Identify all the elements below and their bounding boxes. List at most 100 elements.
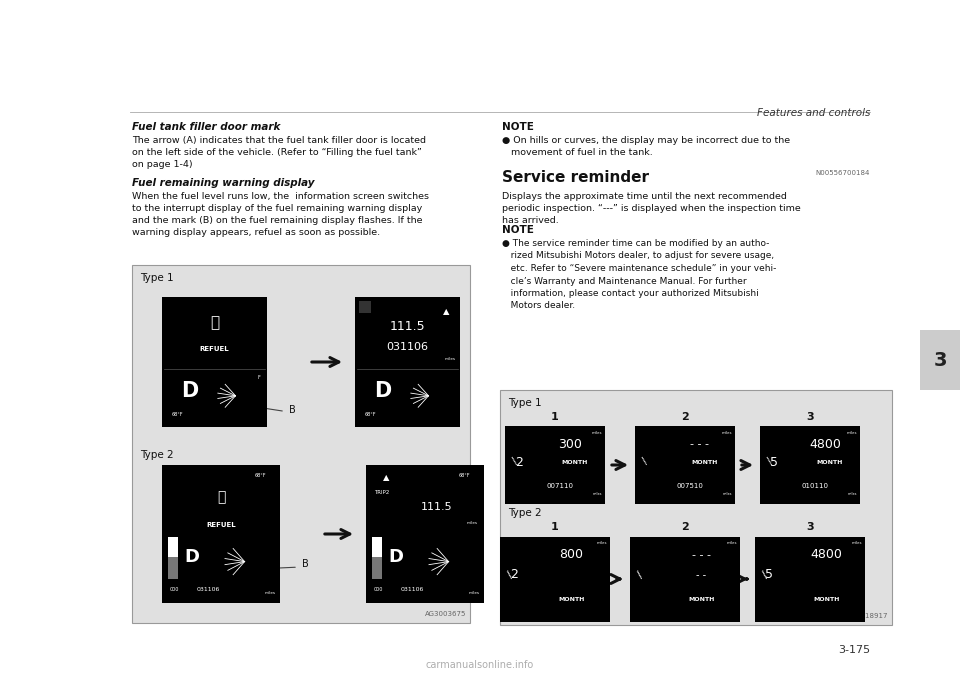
Bar	[635, 426, 735, 504]
Text: D: D	[374, 380, 392, 401]
Text: 300: 300	[558, 437, 582, 450]
Text: 3: 3	[933, 351, 947, 370]
Text: MONTH: MONTH	[562, 460, 588, 464]
Text: NOTE: NOTE	[502, 225, 534, 235]
Text: 2: 2	[682, 521, 689, 532]
Text: MONTH: MONTH	[813, 597, 840, 602]
Bar	[500, 536, 610, 622]
Text: 1: 1	[551, 521, 559, 532]
Text: TRIP2: TRIP2	[374, 490, 390, 496]
Text: ▲: ▲	[443, 307, 449, 316]
Bar	[359, 301, 371, 313]
Text: Service reminder: Service reminder	[502, 170, 649, 185]
Text: miles: miles	[852, 542, 862, 546]
Bar	[168, 537, 178, 579]
Text: miles: miles	[444, 357, 455, 361]
Text: 4800: 4800	[809, 437, 841, 450]
Text: MONTH: MONTH	[817, 460, 843, 464]
Text: 2: 2	[516, 456, 523, 468]
Bar	[355, 297, 460, 427]
Text: 3: 3	[806, 521, 814, 532]
Bar	[372, 537, 382, 579]
Text: Features and controls: Features and controls	[756, 108, 870, 118]
Text: Fuel tank filler door mark: Fuel tank filler door mark	[132, 122, 280, 132]
Text: 3: 3	[806, 412, 814, 422]
Text: miles: miles	[592, 492, 602, 496]
Text: miles: miles	[847, 431, 857, 435]
Text: Type 1: Type 1	[508, 398, 541, 408]
Text: 010110: 010110	[802, 483, 828, 489]
Text: 007110: 007110	[546, 483, 573, 489]
Text: D: D	[389, 549, 403, 566]
Text: 2: 2	[682, 412, 689, 422]
Text: miles: miles	[591, 431, 602, 435]
Text: AG0018917: AG0018917	[847, 613, 888, 619]
Text: Type 1: Type 1	[140, 273, 174, 283]
Text: ● The service reminder time can be modified by an autho-
   rized Mitsubishi Mot: ● The service reminder time can be modif…	[502, 239, 777, 311]
Text: miles: miles	[722, 431, 732, 435]
Text: /: /	[765, 456, 775, 466]
Text: 000: 000	[170, 586, 180, 592]
Text: B: B	[302, 559, 309, 570]
Text: miles: miles	[727, 542, 737, 546]
Text: MONTH: MONTH	[688, 597, 714, 602]
Text: miles: miles	[468, 591, 479, 595]
Text: 111.5: 111.5	[390, 321, 425, 334]
Text: ⛽: ⛽	[210, 315, 219, 330]
Bar	[630, 536, 740, 622]
Text: Type 2: Type 2	[140, 450, 174, 460]
Bar	[162, 465, 280, 603]
Text: Type 2: Type 2	[508, 508, 541, 517]
Bar	[505, 426, 605, 504]
Bar	[755, 536, 865, 622]
Text: AG3003675: AG3003675	[424, 611, 466, 617]
Text: miles: miles	[722, 492, 732, 496]
Text: ⛽: ⛽	[217, 490, 226, 504]
Text: carmanualsonline.info: carmanualsonline.info	[426, 660, 534, 670]
Text: 5: 5	[765, 568, 773, 581]
Text: miles: miles	[467, 521, 477, 525]
Text: 031106: 031106	[401, 586, 424, 592]
Bar	[168, 537, 178, 557]
Text: NOTE: NOTE	[502, 122, 534, 132]
Text: 2: 2	[510, 568, 518, 581]
Bar	[366, 465, 484, 603]
Text: 68°F: 68°F	[254, 473, 266, 478]
Text: The arrow (A) indicates that the fuel tank filler door is located
on the left si: The arrow (A) indicates that the fuel ta…	[132, 136, 426, 170]
Text: 000: 000	[374, 586, 383, 592]
Text: 68°F: 68°F	[172, 412, 183, 416]
Text: ● On hills or curves, the display may be incorrect due to the
   movement of fue: ● On hills or curves, the display may be…	[502, 136, 790, 157]
Bar	[920, 330, 960, 390]
Text: 111.5: 111.5	[421, 502, 452, 512]
Text: /: /	[511, 456, 519, 466]
Text: B: B	[289, 405, 296, 415]
Text: 68°F: 68°F	[365, 412, 376, 416]
Text: MONTH: MONTH	[559, 597, 585, 602]
Text: Fuel remaining warning display: Fuel remaining warning display	[132, 178, 315, 188]
Bar	[500, 390, 892, 625]
Text: REFUEL: REFUEL	[200, 346, 229, 352]
Bar	[372, 537, 382, 557]
Text: F: F	[257, 375, 260, 380]
Text: 3-175: 3-175	[838, 645, 870, 655]
Text: 1: 1	[551, 412, 559, 422]
Text: D: D	[181, 380, 199, 401]
Text: /: /	[505, 570, 515, 580]
Text: /: /	[760, 570, 770, 580]
Text: - - -: - - -	[692, 549, 711, 559]
Text: miles: miles	[597, 542, 608, 546]
Text: /: /	[636, 570, 645, 580]
Text: N00556700184: N00556700184	[816, 170, 870, 176]
Text: 5: 5	[770, 456, 778, 468]
Bar	[162, 297, 267, 427]
Bar	[132, 265, 470, 623]
Text: 4800: 4800	[810, 548, 843, 561]
Text: 031106: 031106	[387, 342, 428, 352]
Text: Displays the approximate time until the next recommended
periodic inspection. “-: Displays the approximate time until the …	[502, 192, 801, 225]
Bar	[760, 426, 860, 504]
Text: 800: 800	[560, 548, 584, 561]
Text: miles: miles	[848, 492, 856, 496]
Text: - - -: - - -	[690, 439, 709, 449]
Text: ▲: ▲	[383, 473, 389, 482]
Text: MONTH: MONTH	[692, 460, 718, 464]
